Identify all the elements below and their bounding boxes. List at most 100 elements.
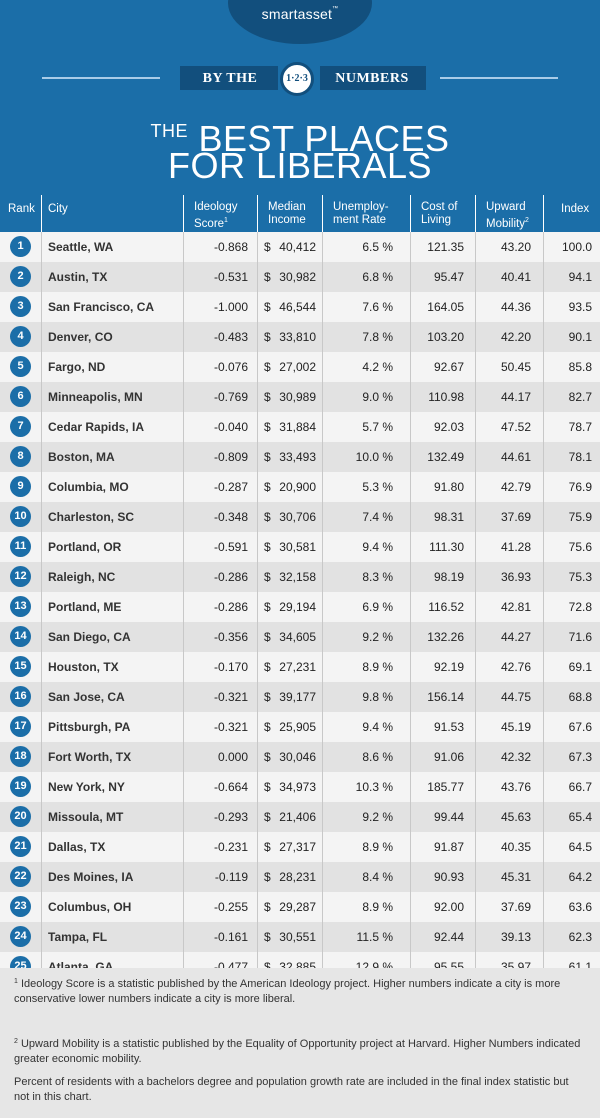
header-mobility-line1: Upward — [486, 201, 526, 213]
column-divider — [41, 232, 42, 982]
page-title-line-1: THE BEST PLACES — [0, 112, 600, 158]
cell-median-income: 29,287 — [279, 900, 316, 914]
cell-index: 65.4 — [568, 810, 592, 824]
title-main: BEST PLACES — [198, 118, 450, 159]
header-unemployment: Unemploy- ment Rate — [333, 201, 389, 227]
smartasset-logo[interactable]: smartasset™ — [228, 6, 372, 22]
table-row: 10 Charleston, SC $ -0.348 30,706 7.4 % 98.31 3… — [0, 502, 600, 532]
cell-city: Portland, ME — [48, 600, 122, 614]
cell-currency-symbol: $ — [264, 780, 271, 794]
cell-city: Des Moines, IA — [48, 870, 134, 884]
cell-cost-of-living: 132.26 — [427, 630, 464, 644]
header-income: Median Income — [268, 201, 306, 227]
cell-median-income: 40,412 — [279, 240, 316, 254]
cell-median-income: 32,158 — [279, 570, 316, 584]
rank-badge: 9 — [10, 476, 31, 497]
table-row: 1 Seattle, WA $ -0.868 40,412 6.5 % 121.35 43.2… — [0, 232, 600, 262]
cell-upward-mobility: 50.45 — [500, 360, 531, 374]
cell-ideology: -0.231 — [213, 840, 248, 854]
cell-currency-symbol: $ — [264, 750, 271, 764]
rank-badge: 2 — [10, 266, 31, 287]
table-row: 15 Houston, TX $ -0.170 27,231 8.9 % 92.19 42.7… — [0, 652, 600, 682]
table-row: 7 Cedar Rapids, IA $ -0.040 31,884 5.7 % 92.03… — [0, 412, 600, 442]
trademark-mark: ™ — [332, 6, 339, 12]
cell-city: Missoula, MT — [48, 810, 124, 824]
cell-upward-mobility: 42.79 — [500, 480, 531, 494]
cell-city: Portland, OR — [48, 540, 122, 554]
cell-ideology: -1.000 — [213, 300, 248, 314]
cell-currency-symbol: $ — [264, 480, 271, 494]
table-row: 3 San Francisco, CA $ -1.000 46,544 7.6 % 164.… — [0, 292, 600, 322]
cell-upward-mobility: 43.76 — [500, 780, 531, 794]
footnote-1-marker: 1 — [14, 978, 18, 985]
table-row: 20 Missoula, MT $ -0.293 21,406 9.2 % 99.44 45.… — [0, 802, 600, 832]
cell-ideology: -0.040 — [213, 420, 248, 434]
rank-badge: 23 — [10, 896, 31, 917]
cell-currency-symbol: $ — [264, 390, 271, 404]
cell-median-income: 28,231 — [279, 870, 316, 884]
cell-index: 72.8 — [568, 600, 592, 614]
table-row: 23 Columbus, OH $ -0.255 29,287 8.9 % 92.00 37.… — [0, 892, 600, 922]
cell-median-income: 30,551 — [279, 930, 316, 944]
header-divider — [410, 195, 411, 232]
cell-index: 66.7 — [568, 780, 592, 794]
footnote-2-marker: 2 — [14, 1038, 18, 1045]
cell-cost-of-living: 92.67 — [433, 360, 464, 374]
cell-currency-symbol: $ — [264, 420, 271, 434]
header-mobility: Upward Mobility2 — [486, 201, 529, 231]
cell-cost-of-living: 91.53 — [433, 720, 464, 734]
title-prefix: THE — [150, 121, 189, 141]
cell-currency-symbol: $ — [264, 300, 271, 314]
cell-index: 68.8 — [568, 690, 592, 704]
column-divider — [543, 232, 544, 982]
header-divider — [183, 195, 184, 232]
cell-city: Charleston, SC — [48, 510, 135, 524]
header-unemployment-line1: Unemploy- — [333, 201, 389, 213]
cell-upward-mobility: 42.32 — [500, 750, 531, 764]
column-divider — [410, 232, 411, 982]
cell-upward-mobility: 45.63 — [500, 810, 531, 824]
rank-badge: 21 — [10, 836, 31, 857]
cell-ideology: -0.119 — [214, 870, 248, 884]
banner-numbers: NUMBERS — [335, 71, 409, 86]
cell-unemployment: 9.4 % — [362, 540, 393, 554]
cell-index: 78.1 — [568, 450, 592, 464]
cell-city: Fargo, ND — [48, 360, 106, 374]
cell-upward-mobility: 42.20 — [500, 330, 531, 344]
cell-city: New York, NY — [48, 780, 125, 794]
cell-currency-symbol: $ — [264, 810, 271, 824]
table-row: 17 Pittsburgh, PA $ -0.321 25,905 9.4 % 91.53 4… — [0, 712, 600, 742]
cell-cost-of-living: 111.30 — [429, 540, 464, 554]
cell-unemployment: 9.8 % — [362, 690, 393, 704]
rank-badge: 11 — [10, 536, 31, 557]
cell-cost-of-living: 98.31 — [433, 510, 464, 524]
footnote-1: 1 Ideology Score is a statistic publishe… — [14, 974, 586, 1007]
cell-city: Cedar Rapids, IA — [48, 420, 145, 434]
table-header: Rank City Ideology Score1 Median Income … — [0, 195, 600, 232]
cell-median-income: 20,900 — [279, 480, 316, 494]
header-cost-of-living: Cost of Living — [421, 201, 457, 227]
cell-currency-symbol: $ — [264, 510, 271, 524]
cell-index: 76.9 — [568, 480, 592, 494]
cell-median-income: 30,046 — [279, 750, 316, 764]
column-divider — [322, 232, 323, 982]
rank-badge: 10 — [10, 506, 31, 527]
cell-index: 85.8 — [568, 360, 592, 374]
cell-currency-symbol: $ — [264, 660, 271, 674]
cell-city: Tampa, FL — [48, 930, 108, 944]
cell-ideology: -0.293 — [213, 810, 248, 824]
cell-cost-of-living: 98.19 — [433, 570, 464, 584]
cell-currency-symbol: $ — [264, 570, 271, 584]
rank-badge: 1 — [10, 236, 31, 257]
table-row: 11 Portland, OR $ -0.591 30,581 9.4 % 111.30 41… — [0, 532, 600, 562]
cell-ideology: -0.321 — [213, 720, 248, 734]
cell-median-income: 34,605 — [279, 630, 316, 644]
cell-city: Raleigh, NC — [48, 570, 116, 584]
header-mobility-line2: Mobility — [486, 217, 525, 230]
cell-index: 64.5 — [568, 840, 592, 854]
cell-index: 94.1 — [568, 270, 592, 284]
table-row: 18 Fort Worth, TX $0.000 30,046 8.6 % 91.06 42… — [0, 742, 600, 772]
cell-ideology: -0.170 — [213, 660, 248, 674]
cell-unemployment: 9.4 % — [362, 720, 393, 734]
cell-ideology: -0.591 — [213, 540, 248, 554]
